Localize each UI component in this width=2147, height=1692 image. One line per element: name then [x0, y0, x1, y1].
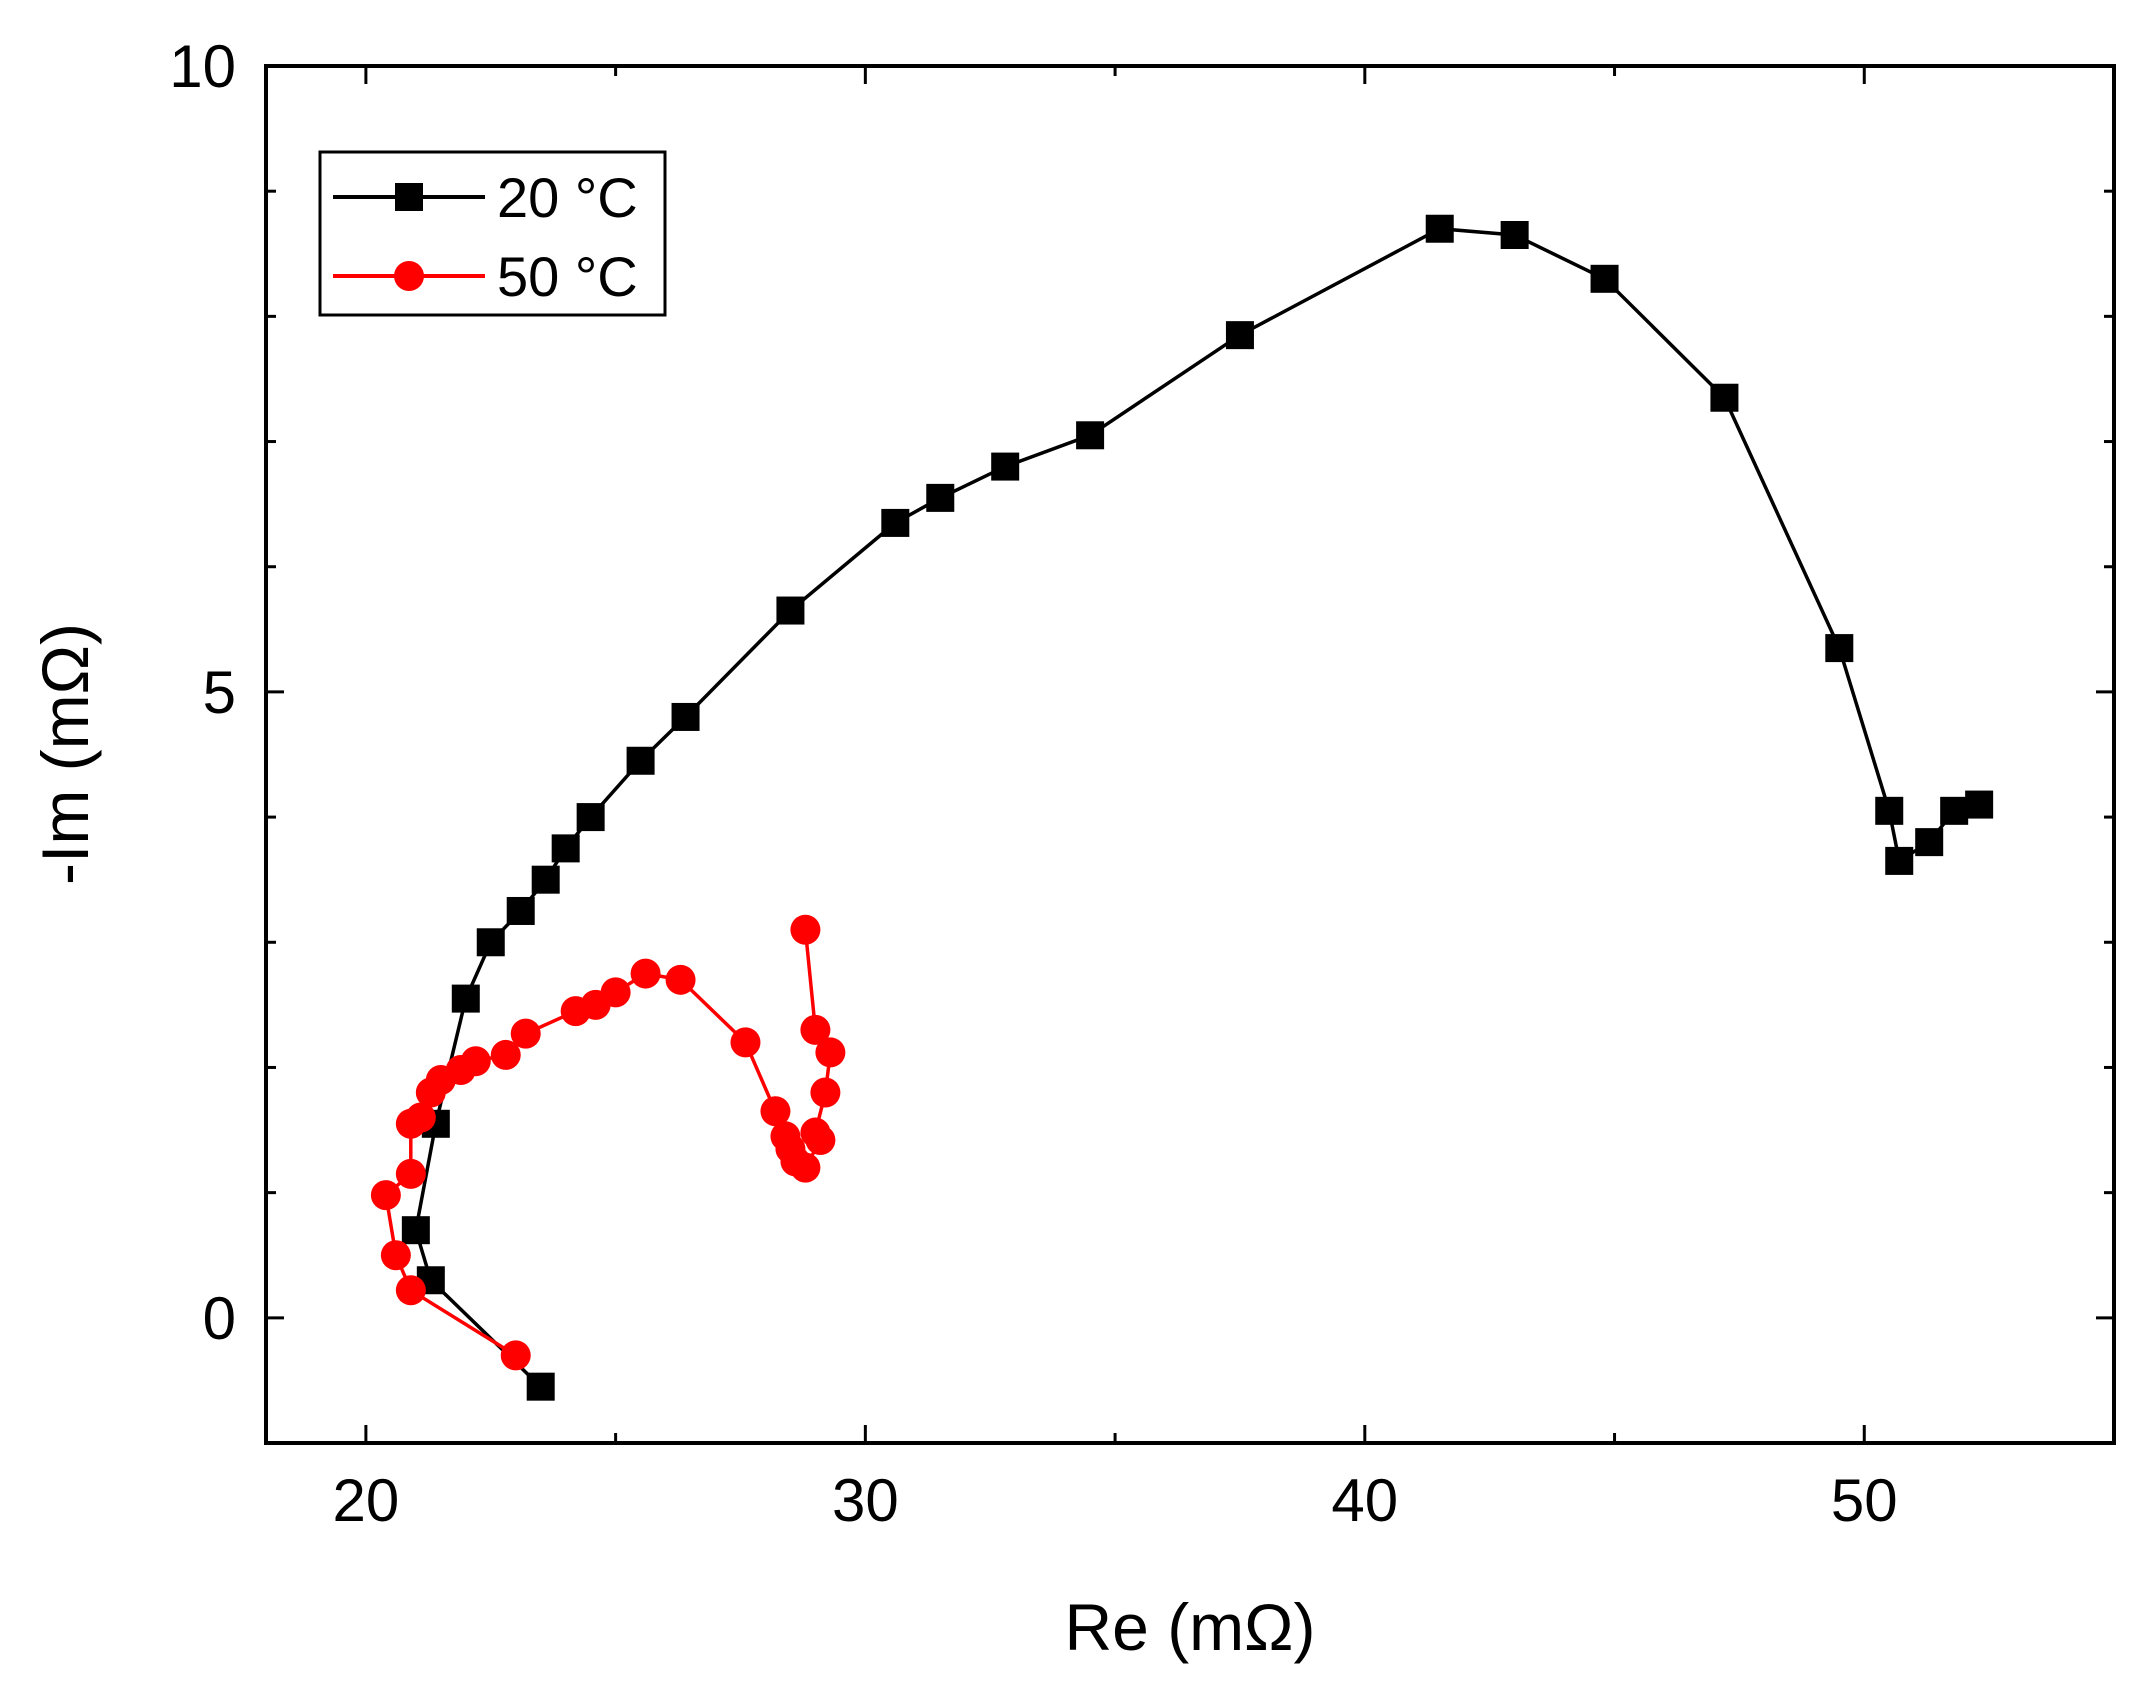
x-tick-label: 50 [1831, 1467, 1898, 1534]
data-point [500, 1340, 531, 1371]
data-point [460, 1046, 491, 1077]
legend-marker-50c [394, 261, 424, 291]
x-tick-label: 30 [832, 1467, 899, 1534]
data-point [395, 1158, 426, 1189]
y-tick-label: 0 [203, 1285, 236, 1352]
data-point [776, 596, 805, 625]
data-point [730, 1027, 761, 1058]
data-point [526, 1372, 555, 1401]
x-axis-title: Re (mΩ) [1065, 1590, 1316, 1664]
data-point [395, 1275, 426, 1306]
data-point [665, 964, 696, 995]
data-point [1225, 321, 1254, 350]
data-point [370, 1180, 401, 1211]
data-point [405, 1102, 436, 1133]
data-point [551, 834, 580, 863]
data-point [626, 746, 655, 775]
data-point [991, 452, 1020, 481]
data-point [790, 914, 821, 945]
data-point [1875, 796, 1904, 825]
legend-label-20c: 20 °C [497, 166, 638, 229]
series-line [414, 226, 1980, 1388]
y-tick-label: 5 [203, 659, 236, 726]
data-point [1425, 214, 1454, 243]
data-point [510, 1018, 541, 1049]
data-point [810, 1077, 841, 1108]
data-point [926, 483, 955, 512]
data-point [800, 1014, 831, 1045]
x-tick-label: 20 [333, 1467, 400, 1534]
data-point [815, 1037, 846, 1068]
data-point [1965, 790, 1994, 819]
data-point [600, 977, 631, 1008]
data-point [630, 958, 661, 989]
data-point [1915, 828, 1944, 857]
data-point [1710, 383, 1739, 412]
data-point [800, 1117, 831, 1148]
x-tick-label: 40 [1331, 1467, 1398, 1534]
series-50c [370, 914, 846, 1371]
y-tick-label: 10 [169, 33, 236, 100]
data-point [881, 508, 910, 537]
data-point [1590, 264, 1619, 293]
legend-marker-20c [395, 183, 423, 211]
data-point [476, 928, 505, 957]
data-point [760, 1096, 791, 1127]
legend: 20 °C 50 °C [318, 150, 667, 317]
data-point [1885, 846, 1914, 875]
plot-frame [264, 64, 2116, 1445]
data-point [790, 1152, 821, 1183]
data-point [671, 702, 700, 731]
legend-box [318, 150, 667, 317]
data-point [531, 865, 560, 894]
data-point [380, 1240, 411, 1271]
data-series [370, 214, 1994, 1401]
data-point [1500, 220, 1529, 249]
data-point [1825, 634, 1854, 663]
data-point [401, 1216, 430, 1245]
axis-ticks [266, 64, 2116, 1445]
data-point [490, 1039, 521, 1070]
series-20c [401, 214, 1994, 1401]
data-point [576, 803, 605, 832]
data-point [506, 896, 535, 925]
data-point [451, 984, 480, 1013]
axis-tick-labels: 20 30 40 50 0 5 10 [169, 33, 1897, 1534]
y-axis-title: -Im (mΩ) [28, 623, 102, 885]
legend-label-50c: 50 °C [497, 245, 638, 308]
data-point [1940, 796, 1969, 825]
data-point [1076, 421, 1105, 450]
